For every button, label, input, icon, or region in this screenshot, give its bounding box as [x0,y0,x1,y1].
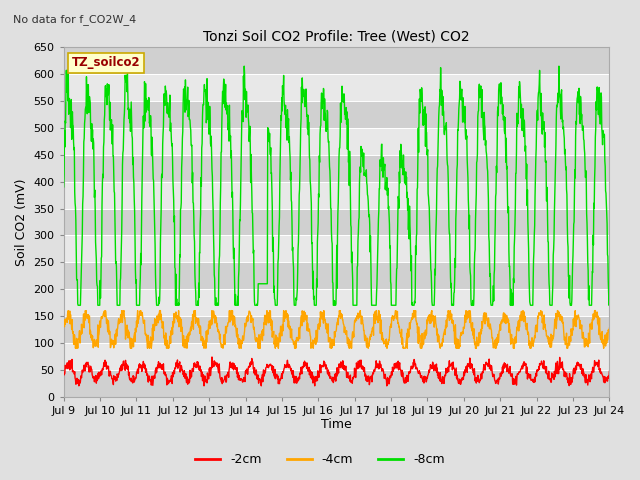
Bar [64,128,609,155]
Bar [64,21,609,48]
X-axis label: Time: Time [321,419,352,432]
Bar [64,343,609,370]
Bar [64,289,609,316]
Y-axis label: Soil CO2 (mV): Soil CO2 (mV) [15,178,28,266]
Text: TZ_soilco2: TZ_soilco2 [72,56,141,69]
Bar [64,235,609,262]
Text: No data for f_CO2W_4: No data for f_CO2W_4 [13,14,136,25]
Bar [64,74,609,101]
Legend: -2cm, -4cm, -8cm: -2cm, -4cm, -8cm [190,448,450,471]
Title: Tonzi Soil CO2 Profile: Tree (West) CO2: Tonzi Soil CO2 Profile: Tree (West) CO2 [204,29,470,43]
Bar [64,181,609,208]
